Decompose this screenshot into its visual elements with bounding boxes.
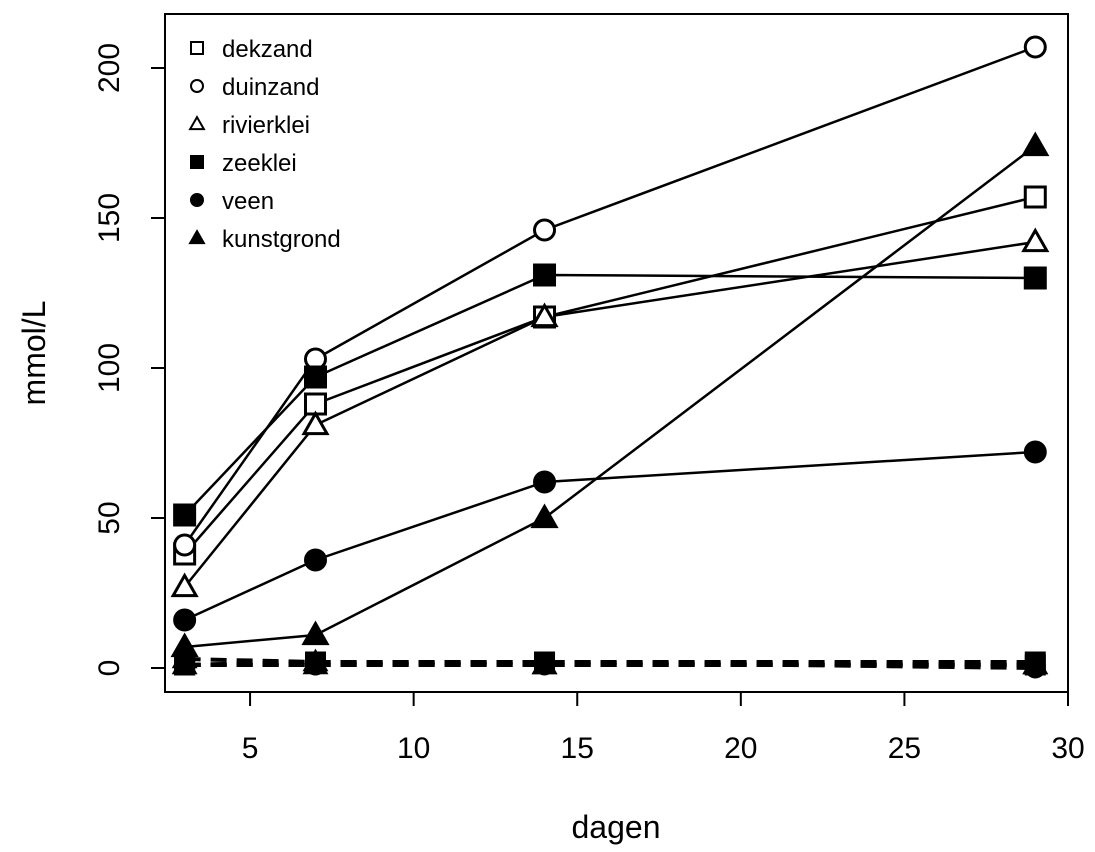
series-line-kunstgrond — [184, 145, 1037, 649]
legend-label-duinzand: duinzand — [222, 74, 319, 101]
y-tick-label: 200 — [93, 43, 126, 93]
x-tick-label: 20 — [724, 732, 757, 765]
x-tick-label: 10 — [397, 732, 430, 765]
point-duinzand-0 — [173, 533, 197, 557]
series-line-duinzand — [183, 45, 1036, 546]
legend-marker-veen — [190, 193, 204, 207]
x-axis: 5 10 15 20 25 30 — [242, 691, 1085, 765]
dashed-series-line-5 — [184, 657, 1036, 667]
x-axis-title: dagen — [572, 809, 661, 845]
x-tick-label: 15 — [561, 732, 594, 765]
point-duinzand-2 — [533, 218, 557, 242]
point-duinzand-3 — [1023, 35, 1047, 59]
dashed-point-5-0 — [171, 645, 198, 669]
y-axis-title: mmol/L — [16, 301, 52, 406]
legend-item-zeeklei: zeeklei — [190, 150, 297, 177]
point-zeeklei-0 — [173, 503, 197, 527]
legend-item-dekzand: dekzand — [190, 36, 313, 63]
point-kunstgrond-3 — [1021, 131, 1050, 157]
series-line-zeeklei — [183, 273, 1036, 516]
point-rivierklei-1 — [301, 410, 330, 436]
point-dekzand-3 — [1023, 185, 1047, 209]
point-zeeklei-3 — [1023, 266, 1047, 290]
point-kunstgrond-1 — [301, 620, 330, 646]
legend-marker-zeeklei — [190, 155, 204, 169]
point-veen-3 — [1023, 440, 1047, 464]
dashed-point-5-1 — [302, 648, 329, 672]
point-veen-0 — [173, 608, 197, 632]
y-tick-label: 0 — [93, 660, 126, 677]
legend-label-rivierklei: rivierklei — [222, 112, 310, 139]
dashed-point-5-2 — [531, 651, 558, 675]
y-tick-label: 50 — [93, 501, 126, 534]
series-line-rivierklei — [183, 240, 1036, 588]
y-tick-label: 100 — [93, 343, 126, 393]
point-zeeklei-2 — [533, 263, 557, 287]
point-kunstgrond-0 — [170, 632, 199, 658]
legend-marker-kunstgrond — [188, 229, 206, 245]
legend-marker-rivierklei — [188, 115, 206, 131]
legend-item-veen: veen — [190, 188, 274, 215]
y-tick-label: 150 — [93, 193, 126, 243]
dashed-series-layer — [171, 645, 1049, 679]
point-rivierklei-2 — [530, 302, 559, 328]
legend-item-duinzand: duinzand — [190, 74, 319, 101]
point-veen-1 — [304, 548, 327, 572]
x-tick-label: 30 — [1051, 732, 1084, 765]
legend-item-kunstgrond: kunstgrond — [188, 226, 341, 253]
series-line-veen — [184, 450, 1036, 622]
y-axis: 0 50 100 150 200 — [93, 43, 166, 677]
x-tick-label: 25 — [888, 732, 921, 765]
point-veen-2 — [533, 470, 557, 494]
point-rivierklei-0 — [170, 572, 199, 598]
legend-marker-duinzand — [190, 79, 204, 93]
point-rivierklei-3 — [1021, 227, 1050, 253]
legend-marker-dekzand — [190, 41, 204, 55]
legend-label-zeeklei: zeeklei — [222, 150, 297, 177]
legend: dekzand duinzand rivierklei zeeklei veen kuns… — [188, 36, 341, 253]
dashed-point-5-3 — [1022, 651, 1049, 675]
point-zeeklei-1 — [304, 365, 327, 389]
x-tick-label: 5 — [242, 732, 259, 765]
series-line-dekzand — [183, 195, 1036, 555]
legend-label-dekzand: dekzand — [222, 36, 313, 63]
legend-item-rivierklei: rivierklei — [188, 112, 310, 139]
series-layer — [170, 35, 1050, 658]
point-kunstgrond-2 — [530, 503, 559, 529]
legend-label-veen: veen — [222, 188, 274, 215]
legend-label-kunstgrond: kunstgrond — [222, 226, 341, 253]
